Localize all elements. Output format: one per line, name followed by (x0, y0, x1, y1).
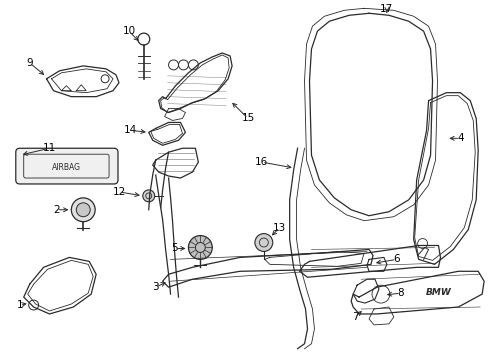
Text: 17: 17 (380, 4, 393, 14)
Text: BMW: BMW (426, 288, 451, 297)
Text: 1: 1 (17, 300, 23, 310)
Text: 8: 8 (397, 288, 404, 298)
Circle shape (255, 234, 273, 251)
Circle shape (76, 203, 90, 217)
Circle shape (72, 198, 95, 222)
Text: 7: 7 (352, 312, 359, 322)
Text: 13: 13 (273, 222, 286, 233)
FancyBboxPatch shape (16, 148, 118, 184)
Text: 10: 10 (122, 26, 135, 36)
Circle shape (189, 235, 212, 260)
Text: 14: 14 (124, 125, 138, 135)
Text: 3: 3 (152, 282, 159, 292)
Text: AIRBAG: AIRBAG (52, 163, 81, 172)
Text: 5: 5 (171, 243, 178, 253)
Text: 4: 4 (457, 133, 464, 143)
Text: 11: 11 (43, 143, 56, 153)
Text: 15: 15 (242, 113, 255, 123)
Text: 16: 16 (255, 157, 269, 167)
Circle shape (143, 190, 155, 202)
Text: 12: 12 (112, 187, 125, 197)
Text: 2: 2 (53, 205, 60, 215)
Text: 9: 9 (26, 58, 33, 68)
Text: 6: 6 (393, 255, 400, 264)
